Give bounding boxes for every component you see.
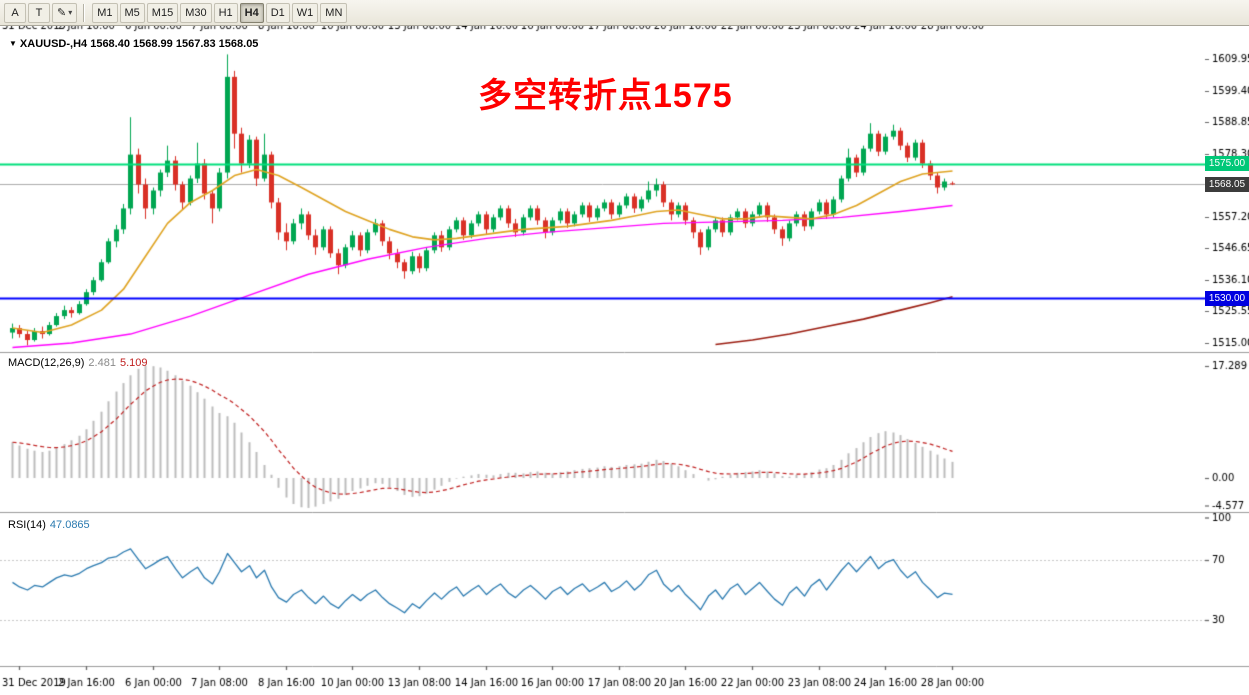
macd-name: MACD(12,26,9) [8, 357, 85, 369]
rsi-indicator-label: RSI(14) 47.0865 [8, 519, 94, 531]
current-price-badge: 1568.05 [1205, 177, 1249, 192]
timeframe-h1-button[interactable]: H1 [213, 2, 238, 23]
rsi-current-value: 47.0865 [49, 519, 90, 531]
macd-signal-value: 5.109 [119, 357, 148, 369]
timeframe-m1-button[interactable]: M1 [92, 2, 118, 23]
timeframe-m30-button[interactable]: M30 [180, 2, 212, 23]
macd-current-value: 2.481 [88, 357, 116, 369]
timeframe-toolbar: M1 M5 M15 M30 H1 H4 D1 W1 MN [92, 2, 348, 23]
timeframe-w1-button[interactable]: W1 [291, 2, 319, 23]
collapse-triangle-icon: ▼ [9, 39, 17, 48]
macd-indicator-label: MACD(12,26,9) 2.481 5.109 [8, 357, 151, 369]
timeframe-m5-button[interactable]: M5 [119, 2, 145, 23]
text-tool-button[interactable]: T [28, 2, 50, 23]
chart-text-annotation[interactable]: 多空转折点1575 [478, 77, 733, 115]
timeframe-mn-button[interactable]: MN [320, 2, 348, 23]
rsi-name: RSI(14) [8, 519, 46, 531]
dropdown-arrow-icon: ▾ [68, 8, 73, 17]
support-price-badge: 1530.00 [1205, 291, 1249, 306]
toolbar-separator [83, 3, 85, 22]
timeframe-d1-button[interactable]: D1 [265, 2, 290, 23]
draw-tool-button[interactable]: ✎ ▾ [52, 2, 78, 23]
timeframe-m15-button[interactable]: M15 [146, 2, 179, 23]
pencil-icon: ✎ [57, 7, 67, 19]
annotation-tool-button[interactable]: A [4, 2, 26, 23]
chart-symbol-header: ▼ XAUUSD-,H4 1568.40 1568.99 1567.83 1568… [9, 38, 258, 50]
timeframe-h4-button[interactable]: H4 [239, 2, 264, 23]
symbol-quote-text: XAUUSD-,H4 1568.40 1568.99 1567.83 1568.… [19, 38, 259, 50]
price-chart-canvas[interactable] [0, 26, 1249, 695]
toolbar: A T ✎ ▾ M1 M5 M15 M30 H1 H4 D1 W1 MN [0, 0, 1249, 26]
resistance-price-badge: 1575.00 [1205, 156, 1249, 171]
